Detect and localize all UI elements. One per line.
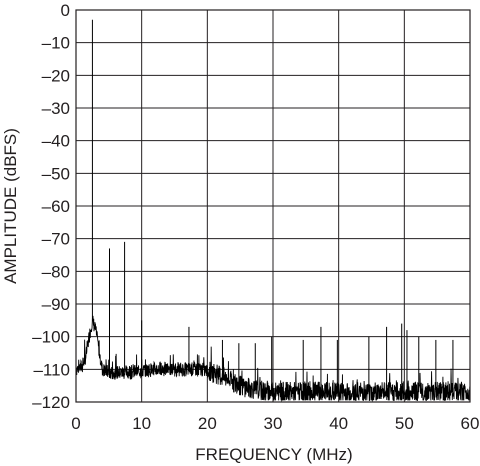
x-tick-label: 30 — [264, 414, 283, 433]
y-tick-label: –10 — [42, 34, 70, 53]
y-tick-label: –120 — [32, 393, 70, 412]
y-tick-label: –20 — [42, 66, 70, 85]
y-tick-label: –60 — [42, 197, 70, 216]
grid-lines — [75, 9, 471, 403]
x-tick-labels: 0 10 20 30 40 50 60 — [71, 414, 479, 433]
y-tick-labels: 0 –10 –20 –30 –40 –50 –60 –70 –80 –90 –100 –110 –120 — [32, 1, 70, 412]
y-tick-label: –100 — [32, 328, 70, 347]
y-tick-label: –50 — [42, 164, 70, 183]
x-tick-label: 40 — [329, 414, 348, 433]
y-tick-label: –70 — [42, 230, 70, 249]
x-tick-label: 50 — [395, 414, 414, 433]
x-tick-label: 10 — [132, 414, 151, 433]
y-tick-label: 0 — [61, 1, 70, 20]
y-tick-label: –40 — [42, 132, 70, 151]
y-tick-label: –80 — [42, 262, 70, 281]
y-tick-label: –30 — [42, 99, 70, 118]
x-tick-label: 20 — [198, 414, 217, 433]
y-tick-label: –110 — [33, 360, 70, 379]
spur-lines — [91, 19, 454, 393]
y-tick-label: –90 — [42, 295, 70, 314]
x-tick-label: 60 — [461, 414, 480, 433]
x-tick-label: 0 — [71, 414, 80, 433]
y-axis-label: AMPLITUDE (dBFS) — [1, 128, 20, 284]
x-axis-label: FREQUENCY (MHz) — [195, 445, 352, 464]
plot-frame — [75, 9, 471, 403]
